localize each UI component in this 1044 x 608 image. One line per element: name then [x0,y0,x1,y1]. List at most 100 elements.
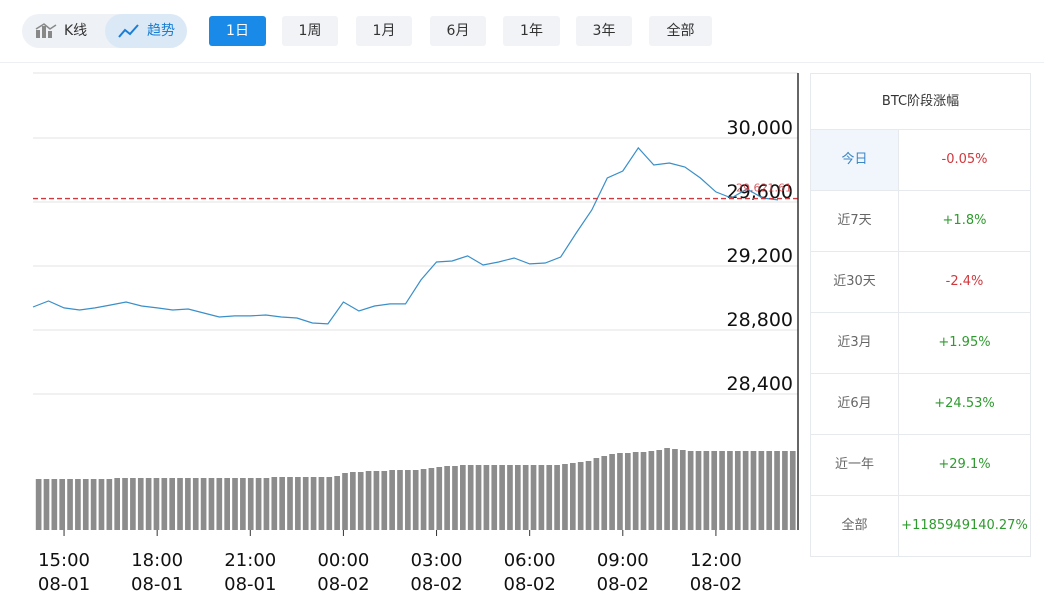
volume-bar [585,461,592,530]
volume-bar [137,478,144,530]
volume-bar [98,479,105,530]
volume-bar [279,477,285,530]
period-change: +29.1% [938,457,991,472]
volume-bar [499,465,505,530]
range-button[interactable]: 1周 [282,16,338,46]
volume-bar [192,478,199,530]
y-tick-label: 29,200 [727,245,793,267]
mode-icon [118,24,139,38]
volume-bar [67,479,73,530]
x-tick-date: 08-01 [224,574,276,595]
volume-bar [569,463,576,530]
volume-bar [774,451,780,530]
volume-bar [90,479,97,530]
range-button[interactable]: 1年 [503,16,560,46]
volume-bar [240,478,246,530]
y-tick-label: 30,000 [727,117,793,139]
x-tick-date: 08-01 [131,574,183,595]
volume-bar [601,456,608,530]
mode-label: K线 [64,23,88,39]
range-button[interactable]: 6月 [430,16,486,46]
period-label: 近一年 [811,435,899,495]
volume-bar [302,477,309,530]
range-button[interactable]: 3年 [576,16,632,46]
x-tick-time: 12:00 [690,550,742,571]
mode-button[interactable]: 趋势 [105,14,187,48]
volume-bar [114,478,121,530]
volume-bar [43,479,50,530]
volume-bar [648,451,655,530]
x-tick-date: 08-02 [597,574,649,595]
volume-bar [405,470,411,530]
x-tick-date: 08-02 [317,574,369,595]
volume-bar [357,472,364,530]
volume-bar [365,471,372,530]
volume-bar [208,478,215,530]
volume-bar [687,451,694,530]
period-label: 近7天 [811,191,899,251]
volume-bar [224,478,230,530]
sidebar-row: 近6月 +24.53% [811,374,1030,435]
range-button[interactable]: 1月 [356,16,412,46]
volume-bar [554,465,560,530]
volume-bar [59,479,66,530]
mode-icon [35,23,57,38]
x-tick-time: 18:00 [131,550,183,571]
volume-bar [350,472,356,530]
range-button[interactable]: 1日 [209,16,266,46]
period-label: 全部 [811,496,899,556]
volume-bar [460,465,466,530]
volume-bar [35,479,42,530]
volume-bar [750,451,757,530]
volume-bar [789,451,796,530]
volume-bar [491,465,498,530]
volume-bar [287,477,293,530]
period-label: 今日 [811,130,899,190]
mode-switch: K线 趋势 [22,14,187,48]
volume-bar [538,465,545,530]
volume-bar [711,451,718,530]
y-tick-label: 28,800 [727,309,793,331]
mode-button[interactable]: K线 [22,14,104,48]
volume-bar [51,479,58,530]
volume-bar [177,478,183,530]
volume-bar [742,451,749,530]
volume-bar [153,478,160,530]
volume-bar [428,468,435,530]
volume-bar [295,477,301,530]
volume-bar [617,453,623,530]
volume-bar [145,478,152,530]
x-tick-time: 15:00 [38,550,90,571]
volume-bar [562,464,568,530]
volume-bar [130,478,136,530]
volume-bar [546,465,553,530]
volume-bar [452,466,458,530]
mode-label: 趋势 [147,23,175,39]
volume-bar [310,477,317,530]
volume-bar [664,448,670,530]
volume-bar [695,451,702,530]
sidebar-row: 近一年 +29.1% [811,435,1030,496]
range-button[interactable]: 全部 [649,16,712,46]
x-tick-date: 08-02 [504,574,556,595]
x-tick-time: 21:00 [224,550,276,571]
volume-bar [412,470,419,530]
volume-bar [530,465,537,530]
reference-label: 29,621.61 [736,182,792,195]
sidebar-row: 近7天 +1.8% [811,191,1030,252]
volume-bar [122,478,128,530]
period-change: -0.05% [941,152,988,167]
sidebar-row: 今日 -0.05% [811,130,1030,191]
period-label: 近3月 [811,313,899,373]
volume-bar [397,470,403,530]
volume-bar [342,473,348,530]
volume-bar [263,478,270,530]
volume-bar [334,476,340,530]
volume-bar [593,458,600,530]
sidebar-row: 近30天 -2.4% [811,252,1030,313]
volume-bar [640,452,647,530]
sidebar-row: 全部 +1185949140.27% [811,496,1030,556]
volume-bar [679,450,686,530]
x-tick-time: 03:00 [411,550,463,571]
period-change: -2.4% [945,274,984,289]
